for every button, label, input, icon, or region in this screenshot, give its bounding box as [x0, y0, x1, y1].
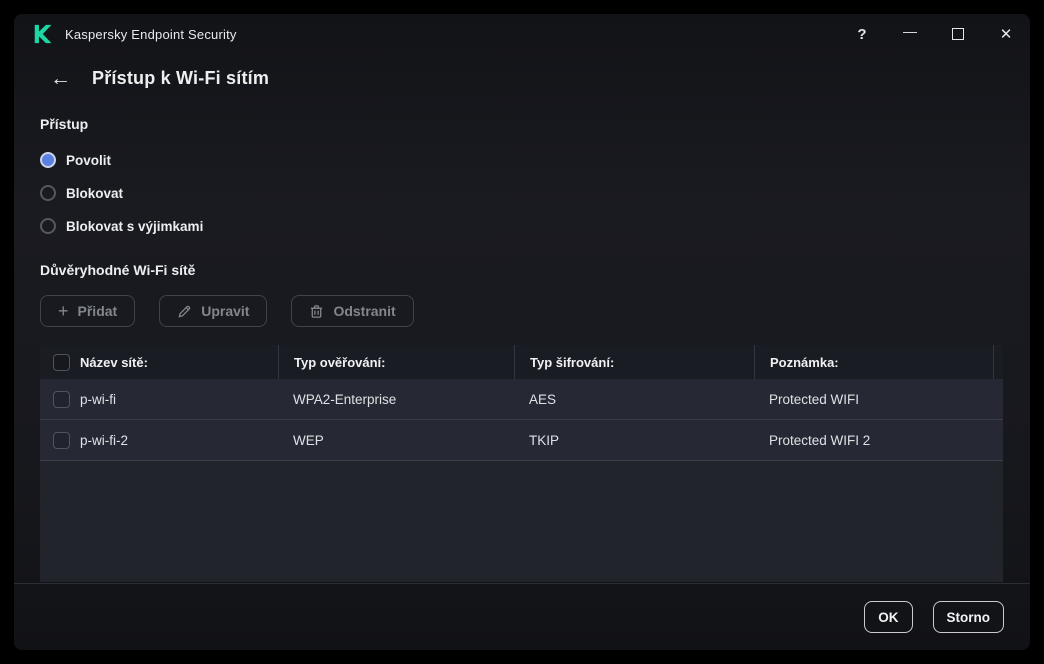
radio-label: Blokovat — [66, 185, 124, 201]
pencil-icon — [177, 304, 192, 319]
cell-network-name: p-wi-fi — [80, 391, 116, 407]
cancel-button[interactable]: Storno — [932, 601, 1004, 633]
cell-encryption-type: TKIP — [529, 432, 560, 448]
toolbar: + Přidat Upravit — [40, 295, 1003, 327]
access-radio-group: Povolit Blokovat Blokovat s výjimkami — [40, 136, 1003, 235]
row-checkbox[interactable] — [53, 390, 70, 408]
select-all-checkbox[interactable] — [53, 353, 70, 371]
radio-selected-icon[interactable] — [40, 152, 56, 168]
trusted-networks-table: Název sítě: Typ ověřování: Typ šifrování… — [40, 345, 1003, 582]
radio-unselected-icon[interactable] — [40, 218, 56, 234]
cell-encryption-type: AES — [529, 391, 557, 407]
page-title: Přístup k Wi-Fi sítím — [92, 68, 270, 88]
close-icon[interactable]: ✕ — [982, 14, 1030, 54]
help-icon[interactable]: ? — [838, 14, 886, 54]
add-button[interactable]: + Přidat — [40, 295, 136, 327]
delete-button[interactable]: Odstranit — [291, 295, 414, 327]
radio-option-povolit[interactable]: Povolit — [40, 151, 1003, 169]
access-heading: Přístup — [40, 116, 89, 132]
cell-network-name: p-wi-fi-2 — [80, 432, 129, 448]
cell-comment: Protected WIFI 2 — [769, 432, 871, 448]
cell-auth-type: WEP — [293, 432, 324, 448]
trash-icon — [309, 304, 324, 319]
column-header-auth-type[interactable]: Typ ověřování: — [278, 345, 514, 379]
radio-label: Povolit — [66, 152, 112, 168]
radio-option-blokovat-s-vyjimkami[interactable]: Blokovat s výjimkami — [40, 217, 1003, 235]
trusted-heading: Důvěryhodné Wi-Fi sítě — [40, 262, 196, 278]
row-checkbox[interactable] — [53, 431, 70, 449]
add-button-label: Přidat — [77, 303, 118, 319]
page-header: ← Přístup k Wi-Fi sítím — [14, 54, 1030, 89]
plus-icon: + — [58, 301, 69, 321]
table-empty-area — [40, 461, 1003, 582]
radio-unselected-icon[interactable] — [40, 185, 56, 201]
table-header-row: Název sítě: Typ ověřování: Typ šifrování… — [40, 345, 1003, 379]
titlebar: Kaspersky Endpoint Security ? — ✕ — [14, 14, 1030, 54]
column-header-network-name[interactable]: Název sítě: — [40, 345, 278, 379]
radio-label: Blokovat s výjimkami — [66, 218, 204, 234]
column-header-spacer — [993, 345, 1003, 379]
column-header-encryption-type[interactable]: Typ šifrování: — [514, 345, 754, 379]
column-header-comment[interactable]: Poznámka: — [754, 345, 993, 379]
back-arrow-icon[interactable]: ← — [50, 67, 71, 90]
app-window: Kaspersky Endpoint Security ? — ✕ ← Přís… — [14, 14, 1030, 650]
cell-auth-type: WPA2-Enterprise — [293, 391, 397, 407]
delete-button-label: Odstranit — [333, 303, 396, 319]
edit-button-label: Upravit — [201, 303, 250, 319]
footer: OK Storno — [14, 583, 1030, 650]
radio-option-blokovat[interactable]: Blokovat — [40, 184, 1003, 202]
kaspersky-logo-icon — [32, 23, 54, 45]
column-header-label: Název sítě: — [80, 354, 148, 370]
cell-comment: Protected WIFI — [769, 391, 860, 407]
table-row[interactable]: p-wi-fi WPA2-Enterprise AES Protected WI… — [40, 379, 1003, 420]
window-title: Kaspersky Endpoint Security — [65, 26, 237, 42]
maximize-icon[interactable] — [934, 14, 982, 54]
table-row[interactable]: p-wi-fi-2 WEP TKIP Protected WIFI 2 — [40, 420, 1003, 461]
ok-button[interactable]: OK — [864, 601, 913, 633]
content: Přístup Povolit Blokovat Blokovat s výji… — [14, 89, 1030, 583]
minimize-icon[interactable]: — — [886, 14, 934, 54]
edit-button[interactable]: Upravit — [159, 295, 268, 327]
